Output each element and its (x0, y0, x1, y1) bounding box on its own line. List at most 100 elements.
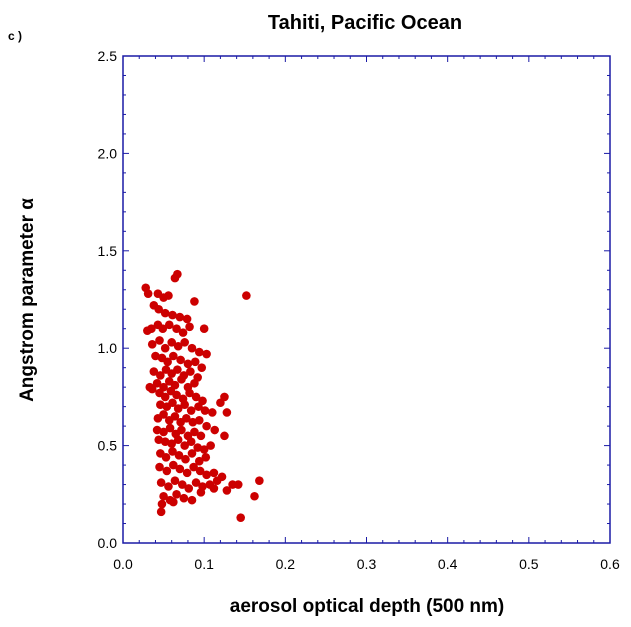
x-tick-label: 0.5 (519, 556, 539, 572)
data-point (152, 378, 162, 388)
data-point (151, 351, 160, 361)
data-point (220, 431, 229, 441)
data-point (163, 357, 172, 367)
data-point (210, 425, 220, 435)
data-point (170, 476, 180, 485)
chart-title: Tahiti, Pacific Ocean (267, 12, 463, 34)
x-tick-label: 0.6 (600, 556, 620, 572)
y-axis-label-group: Angstrom parameter α (17, 198, 38, 402)
data-point (173, 435, 183, 445)
data-point (188, 417, 198, 427)
data-point (165, 423, 175, 433)
data-point (176, 355, 185, 365)
data-point (164, 482, 173, 491)
data-point (180, 338, 189, 347)
data-point (175, 312, 185, 322)
data-point (222, 408, 232, 417)
data-point (147, 384, 157, 394)
data-point (168, 398, 177, 408)
data-point (158, 324, 168, 334)
data-point (194, 415, 204, 425)
data-point (183, 359, 193, 369)
data-point (222, 486, 232, 495)
data-point (169, 460, 178, 470)
x-tick-label: 0.3 (357, 556, 377, 572)
data-point (162, 466, 172, 476)
data-point (199, 445, 209, 454)
data-point (206, 441, 215, 450)
data-point (152, 425, 162, 435)
x-tick-label: 0.1 (194, 556, 214, 572)
data-point (216, 398, 225, 408)
y-tick-label: 1.5 (98, 243, 118, 259)
data-point (186, 437, 196, 447)
data-point (168, 447, 177, 456)
y-tick-label: 1.0 (98, 340, 118, 356)
data-point (159, 427, 168, 437)
data-point (161, 452, 171, 462)
data-point (190, 297, 199, 306)
data-point (169, 497, 178, 507)
data-point (186, 406, 196, 415)
data-point (180, 441, 189, 450)
panel-label: c ) (8, 29, 23, 43)
data-point (179, 493, 189, 503)
data-point (154, 304, 164, 314)
data-point (173, 341, 183, 351)
data-point (255, 476, 264, 485)
data-point (187, 343, 197, 353)
data-point (160, 437, 170, 447)
data-point (177, 480, 187, 489)
data-point (143, 326, 152, 335)
data-point (154, 435, 164, 445)
data-point (190, 427, 199, 437)
data-point (185, 388, 194, 398)
data-point (191, 478, 201, 487)
data-point (167, 338, 176, 347)
data-point (160, 392, 170, 402)
data-point (194, 456, 204, 466)
data-point (182, 414, 191, 423)
data-point (173, 365, 182, 374)
data-point (202, 470, 211, 480)
y-tick-label: 2.0 (98, 145, 118, 161)
data-point (155, 462, 164, 472)
data-point (207, 408, 217, 417)
data-point (168, 310, 177, 320)
data-point (164, 291, 173, 300)
data-point (172, 490, 181, 499)
data-point (164, 320, 174, 330)
data-point (185, 322, 194, 332)
data-point (157, 499, 167, 509)
y-tick-label: 2.5 (98, 48, 118, 64)
data-point (236, 513, 245, 522)
data-point (147, 340, 157, 349)
data-point (194, 402, 203, 411)
data-point (160, 308, 170, 318)
data-point (180, 400, 189, 409)
data-point (195, 466, 205, 476)
data-point (182, 314, 192, 324)
data-point (196, 488, 206, 497)
data-point (174, 451, 184, 460)
data-point (200, 406, 210, 415)
data-point (181, 454, 190, 464)
data-point (156, 371, 165, 380)
data-point (201, 452, 211, 462)
data-point (187, 449, 197, 458)
data-point (172, 324, 181, 334)
data-point (187, 495, 197, 505)
y-tick-label: 0.5 (98, 438, 118, 454)
data-point (190, 357, 200, 367)
data-point (159, 410, 168, 419)
data-point (209, 468, 219, 478)
data-point (172, 390, 181, 400)
data-point (209, 484, 219, 493)
data-point (197, 363, 207, 372)
data-point (177, 375, 186, 384)
data-point (182, 468, 192, 478)
data-point (156, 478, 166, 487)
data-point (156, 507, 166, 517)
points-layer (141, 269, 264, 522)
